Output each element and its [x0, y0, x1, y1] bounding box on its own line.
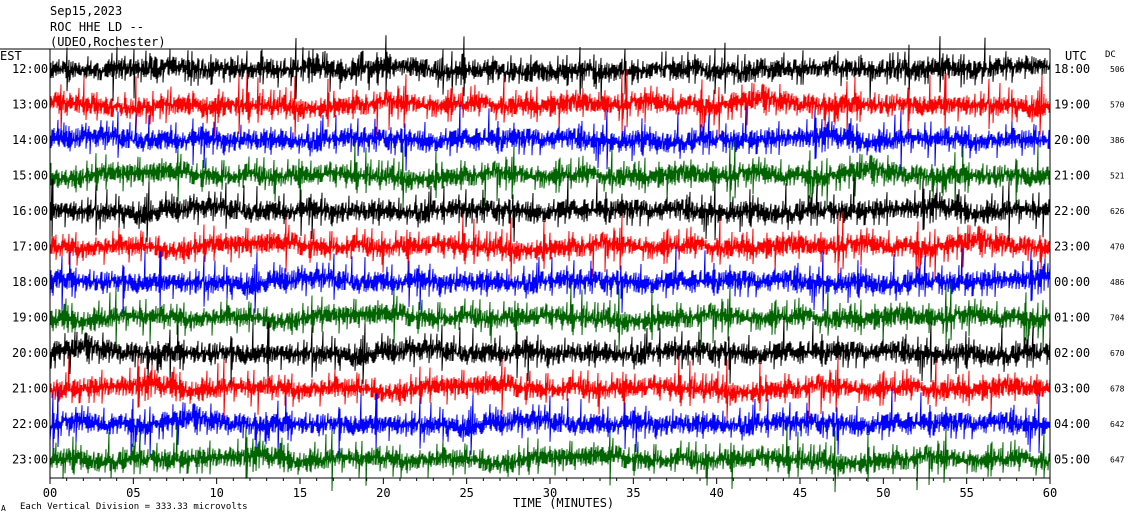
frame-layer: [0, 48, 1051, 484]
utc-label: 23:00: [1054, 240, 1090, 254]
dc-value: 626: [1110, 207, 1125, 216]
traces-layer: [49, 35, 1051, 493]
est-label: 19:00: [12, 311, 48, 325]
dc-value: 506: [1110, 65, 1125, 74]
x-axis-title: TIME (MINUTES): [513, 496, 614, 510]
trace-2300: [49, 425, 1051, 493]
dc-value: 642: [1110, 420, 1125, 429]
x-tick-label: 00: [43, 486, 57, 500]
x-tick-label: 40: [709, 486, 723, 500]
x-tick-label: 35: [626, 486, 640, 500]
trace-2100: [49, 355, 1051, 422]
est-label: 23:00: [12, 453, 48, 467]
x-tick-label: 05: [126, 486, 140, 500]
x-tick-label: 45: [793, 486, 807, 500]
trace-1400: [49, 104, 1051, 172]
est-label: 22:00: [12, 417, 48, 431]
footer-mark-icon: A: [1, 504, 6, 513]
trace-2200: [49, 388, 1051, 458]
utc-label: 02:00: [1054, 346, 1090, 360]
est-label: 16:00: [12, 204, 48, 218]
utc-label: 20:00: [1054, 133, 1090, 147]
right-axis-label: UTC: [1065, 49, 1087, 63]
est-label: 13:00: [12, 98, 48, 112]
utc-label: 21:00: [1054, 169, 1090, 183]
est-label: 15:00: [12, 169, 48, 183]
dc-value: 670: [1110, 349, 1125, 358]
x-tick-label: 15: [293, 486, 307, 500]
est-label: 12:00: [12, 62, 48, 76]
trace-1900: [49, 282, 1051, 351]
trace-2000: [49, 317, 1051, 387]
dc-value: 570: [1110, 101, 1125, 110]
utc-label: 00:00: [1054, 275, 1090, 289]
dc-label: DC: [1105, 50, 1116, 60]
dc-value: 486: [1110, 278, 1125, 287]
dc-value: 647: [1110, 456, 1125, 465]
trace-1600: [49, 175, 1051, 244]
trace-1500: [49, 140, 1051, 209]
utc-label: 19:00: [1054, 98, 1090, 112]
est-label: 21:00: [12, 382, 48, 396]
utc-label: 05:00: [1054, 453, 1090, 467]
x-tick-label: 20: [376, 486, 390, 500]
trace-1200: [49, 35, 1051, 106]
est-label: 20:00: [12, 346, 48, 360]
x-tick-label: 30: [543, 486, 557, 500]
dc-value: 470: [1110, 243, 1125, 252]
header-station: ROC HHE LD --: [50, 20, 144, 34]
est-label: 18:00: [12, 275, 48, 289]
labels-layer: 12:00 18:00 506 13:00 19:00 570 14:00 20:00 386 1…: [12, 62, 1125, 500]
dc-value: 678: [1110, 385, 1125, 394]
utc-label: 18:00: [1054, 62, 1090, 76]
x-tick-label: 10: [209, 486, 223, 500]
est-label: 17:00: [12, 240, 48, 254]
header-network: (UDEO,Rochester): [50, 35, 166, 49]
header-date: Sep15,2023: [50, 4, 122, 18]
trace-1800: [49, 246, 1051, 316]
utc-label: 03:00: [1054, 382, 1090, 396]
dc-value: 521: [1110, 172, 1125, 181]
trace-1300: [49, 69, 1051, 139]
dc-value: 704: [1110, 314, 1125, 323]
trace-1700: [49, 211, 1051, 280]
utc-label: 01:00: [1054, 311, 1090, 325]
dc-value: 386: [1110, 136, 1125, 145]
x-tick-label: 25: [459, 486, 473, 500]
utc-label: 04:00: [1054, 417, 1090, 431]
utc-label: 22:00: [1054, 204, 1090, 218]
left-axis-label: EST: [0, 49, 22, 63]
footer-note: Each Vertical Division = 333.33 microvol…: [20, 502, 248, 512]
x-tick-label: 55: [959, 486, 973, 500]
x-tick-label: 60: [1043, 486, 1057, 500]
est-label: 14:00: [12, 133, 48, 147]
x-tick-label: 50: [876, 486, 890, 500]
